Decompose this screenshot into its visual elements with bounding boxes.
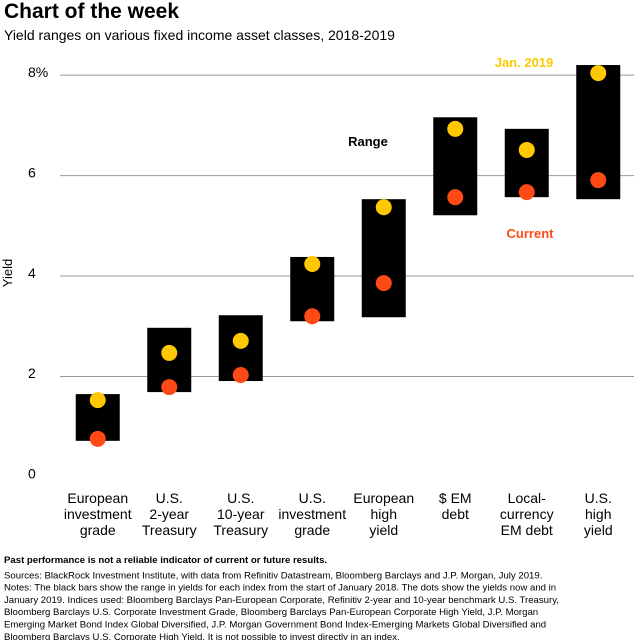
dot (161, 344, 178, 361)
x-tick-label: U.S. (227, 490, 254, 506)
dot (89, 392, 106, 409)
footnote: Past performance is not a reliable indic… (4, 555, 327, 566)
chart-subtitle: Yield ranges on various fixed income ass… (4, 27, 395, 43)
y-axis-label: Yield (0, 259, 15, 287)
dot (518, 141, 535, 158)
range-bar (361, 199, 406, 318)
dot (590, 65, 607, 82)
x-tick-label: investment (64, 506, 132, 522)
x-tick-label: yield (584, 522, 613, 538)
x-tick-label: $ EM (439, 490, 472, 506)
y-tick-label: 4 (28, 265, 36, 281)
y-tick-label: 8% (28, 64, 48, 80)
dot (590, 172, 607, 189)
chart-title: Chart of the week (4, 0, 179, 23)
x-tick-label: currency (500, 506, 554, 522)
x-tick-label: Treasury (213, 522, 268, 538)
dot (447, 189, 464, 206)
x-tick-label: U.S. (585, 490, 612, 506)
x-tick-label: grade (294, 522, 330, 538)
legend-label: Current (507, 226, 555, 241)
x-tick-label: Treasury (142, 522, 197, 538)
dot (89, 430, 106, 447)
footnote: January 2019. Indices used: Bloomberg Ba… (4, 595, 559, 606)
x-tick-label: Local- (508, 490, 546, 506)
x-tick-label: grade (80, 522, 116, 538)
x-tick-label: U.S. (156, 490, 183, 506)
dot (232, 367, 249, 384)
dot (232, 332, 249, 349)
y-tick-label: 2 (28, 365, 36, 381)
footnote: Emerging Market Bond Index Global Divers… (4, 620, 546, 631)
legend-label: Jan. 2019 (495, 55, 554, 70)
x-tick-label: high (585, 506, 611, 522)
dot (161, 379, 178, 396)
x-tick-label: investment (278, 506, 346, 522)
x-tick-label: EM debt (501, 522, 553, 538)
legend-label: Range (348, 134, 388, 149)
x-tick-label: yield (369, 522, 398, 538)
footnote: Notes: The black bars show the range in … (4, 583, 556, 594)
y-tick-label: 6 (28, 164, 36, 180)
x-tick-label: high (371, 506, 397, 522)
dot (518, 184, 535, 201)
x-tick-label: 10-year (217, 506, 265, 522)
y-tick-label: 0 (28, 466, 36, 482)
footnote: Bloomberg Barclays U.S. Corporate Invest… (4, 607, 538, 618)
dot (375, 199, 392, 216)
x-tick-label: 2-year (149, 506, 189, 522)
dot (447, 120, 464, 137)
dot (375, 275, 392, 292)
footnote: Bloomberg Barclays U.S. Corporate High Y… (4, 632, 400, 640)
footnote: Sources: BlackRock Investment Institute,… (4, 570, 542, 581)
dot (304, 308, 321, 325)
dot (304, 255, 321, 272)
x-tick-label: European (67, 490, 128, 506)
x-tick-label: debt (442, 506, 469, 522)
x-tick-label: European (353, 490, 414, 506)
x-tick-label: U.S. (299, 490, 326, 506)
